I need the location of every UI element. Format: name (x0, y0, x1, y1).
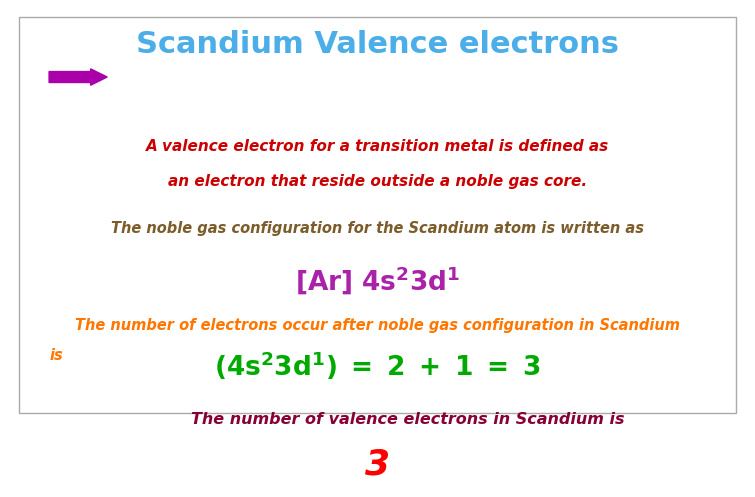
Text: $\mathbf{[Ar]\ 4s^{2}3d^{1}}$: $\mathbf{[Ar]\ 4s^{2}3d^{1}}$ (295, 265, 460, 297)
Text: The number of electrons occur after noble gas configuration in Scandium: The number of electrons occur after nobl… (75, 318, 680, 333)
Text: A valence electron for a transition metal is defined as: A valence electron for a transition meta… (146, 139, 609, 154)
Text: The number of valence electrons in Scandium is: The number of valence electrons in Scand… (191, 413, 624, 427)
Text: The noble gas configuration for the Scandium atom is written as: The noble gas configuration for the Scan… (111, 221, 644, 236)
Text: Scandium Valence electrons: Scandium Valence electrons (136, 30, 619, 59)
Text: is: is (49, 348, 63, 363)
Text: $\mathbf{(4s^{2}3d^{1})\ =\ 2\ +\ 1\ =\ 3}$: $\mathbf{(4s^{2}3d^{1})\ =\ 2\ +\ 1\ =\ … (214, 349, 541, 382)
Text: 3: 3 (365, 448, 390, 482)
FancyArrow shape (49, 69, 107, 85)
FancyBboxPatch shape (19, 17, 736, 413)
Text: an electron that reside outside a noble gas core.: an electron that reside outside a noble … (168, 174, 587, 189)
